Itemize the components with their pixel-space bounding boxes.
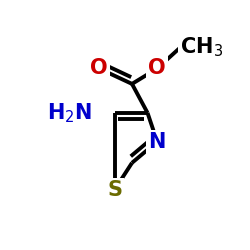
Text: O: O [90,58,108,78]
Text: S: S [107,180,122,200]
Text: N: N [148,132,166,152]
Text: H$_2$N: H$_2$N [48,101,92,124]
Text: CH$_3$: CH$_3$ [180,36,224,59]
Text: O: O [148,58,166,78]
